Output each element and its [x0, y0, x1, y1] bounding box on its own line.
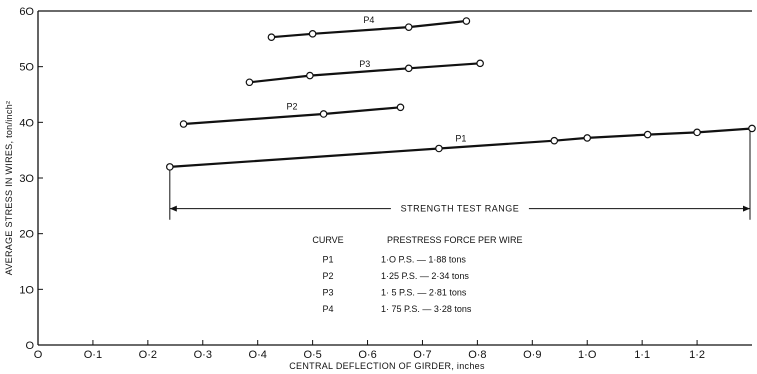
y-tick-label: 2O [19, 229, 34, 241]
x-tick-label: O·3 [194, 349, 212, 361]
data-point [435, 144, 443, 153]
y-axis-title: AVERAGE STRESS IN WIRES, ton/inch² [4, 101, 14, 276]
series-label: P1 [455, 134, 466, 144]
y-tick-label: 4O [19, 117, 34, 129]
x-tick-label: O·1 [84, 349, 102, 361]
data-point [643, 130, 652, 139]
data-point [166, 163, 174, 171]
table-cell-curve: P3 [322, 288, 333, 298]
x-tick-label: O·8 [468, 349, 486, 361]
table-header-curve: CURVE [312, 235, 343, 245]
table-cell-prestress: 1· 75 P.S. — 3·28 tons [381, 304, 472, 314]
data-point [245, 78, 254, 87]
series-label: P3 [359, 59, 370, 69]
y-tick-label: O [25, 340, 34, 352]
y-tick-label: 5O [19, 62, 34, 74]
data-point [748, 124, 756, 133]
table-cell-prestress: 1·25 P.S. — 2·34 tons [381, 271, 469, 281]
axes: O O·1 O·2 O·3 O·4 O·5 O·6 O·7 O·8 O·9 1·O 1·1 1·2 O 1O… [19, 6, 752, 361]
series-line-p3 [249, 62, 481, 84]
series-p3: P3 [245, 59, 484, 87]
data-point [462, 17, 471, 25]
x-axis-title: CENTRAL DEFLECTION OF GIRDER, inches [289, 361, 485, 371]
x-tick-label: O·9 [523, 349, 541, 361]
x-tick-label: O·6 [358, 349, 376, 361]
series-p2: P2 [179, 102, 405, 128]
table-cell-prestress: 1· 5 P.S. — 2·81 tons [381, 288, 467, 298]
series-p4: P4 [267, 15, 471, 41]
range-arrow-left [169, 205, 177, 212]
x-tick-label: O·2 [139, 349, 157, 361]
y-tick-label: 1O [19, 284, 34, 296]
x-tick-label: O·5 [303, 349, 321, 361]
prestress-table: CURVE PRESTRESS FORCE PER WIRE P1 1·O P.S. … [312, 235, 522, 314]
data-point [306, 71, 314, 80]
data-point [179, 120, 188, 128]
y-tick-label: 3O [19, 173, 34, 185]
data-point [404, 64, 413, 73]
data-point [693, 128, 701, 137]
x-tick-label: O·7 [413, 349, 431, 361]
data-point [308, 30, 317, 38]
data-point [583, 134, 592, 142]
series-line-p4 [271, 19, 467, 39]
data-point [267, 33, 276, 41]
data-point [404, 23, 413, 31]
x-tick-label: O·4 [249, 349, 267, 361]
table-cell-curve: P4 [322, 304, 333, 314]
table-cell-prestress: 1·O P.S. — 1·88 tons [381, 255, 466, 265]
data-point [476, 59, 484, 68]
x-tick-label: O [34, 349, 43, 361]
data-point [550, 136, 559, 145]
data-point [396, 103, 405, 112]
data-point [319, 110, 328, 118]
range-arrow-right [743, 205, 750, 212]
table-header-prestress: PRESTRESS FORCE PER WIRE [387, 235, 523, 245]
series-layer: P1 P2 P3 P4 [166, 15, 756, 171]
y-tick-label: 6O [19, 6, 34, 18]
x-tick-label: 1·1 [634, 349, 650, 361]
table-cell-curve: P2 [322, 271, 333, 281]
table-cell-curve: P1 [322, 255, 333, 265]
range-label: STRENGTH TEST RANGE [401, 204, 520, 214]
series-label: P4 [363, 15, 374, 25]
series-p1: P1 [166, 124, 756, 171]
x-tick-label: 1·O [578, 349, 597, 361]
series-label: P2 [287, 102, 298, 112]
annotation-layer: STRENGTH TEST RANGE [169, 130, 751, 220]
x-tick-label: 1·2 [689, 349, 705, 361]
